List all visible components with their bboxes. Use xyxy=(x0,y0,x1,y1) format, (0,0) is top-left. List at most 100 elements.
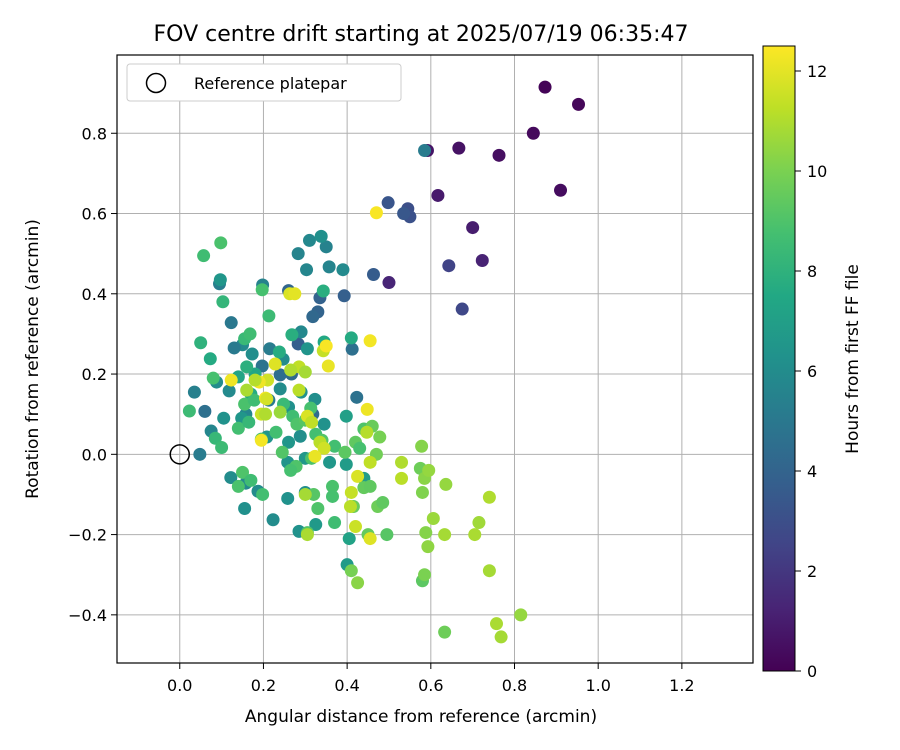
data-point xyxy=(526,126,540,140)
y-axis-ticks: −0.4 −0.2 0.0 0.2 0.4 0.6 0.8 xyxy=(68,124,117,625)
data-point xyxy=(259,407,273,421)
data-point xyxy=(245,347,259,361)
data-point xyxy=(395,471,409,485)
data-point xyxy=(197,249,211,263)
data-point xyxy=(344,564,358,578)
data-point xyxy=(395,455,409,469)
data-point xyxy=(319,240,333,254)
data-point xyxy=(206,371,220,385)
data-point xyxy=(288,287,302,301)
data-point xyxy=(208,431,222,445)
data-point xyxy=(316,284,330,298)
data-point xyxy=(282,435,296,449)
data-point xyxy=(247,393,261,407)
data-point xyxy=(203,352,217,366)
data-point xyxy=(325,489,339,503)
data-point xyxy=(281,491,295,505)
data-point xyxy=(350,390,364,404)
data-point xyxy=(343,499,357,513)
data-point xyxy=(418,568,432,582)
data-point xyxy=(336,263,350,277)
data-point xyxy=(381,196,395,210)
data-point xyxy=(256,487,270,501)
data-point xyxy=(438,528,452,542)
colorbar-gradient xyxy=(762,45,796,672)
data-point xyxy=(198,404,212,418)
data-point xyxy=(231,479,245,493)
data-point xyxy=(373,430,387,444)
data-point xyxy=(455,302,469,316)
data-point xyxy=(213,273,227,287)
data-point xyxy=(472,516,486,530)
data-point xyxy=(317,441,331,455)
data-point xyxy=(300,342,314,356)
data-point xyxy=(238,501,252,515)
data-point xyxy=(269,425,283,439)
data-point xyxy=(418,144,432,158)
x-axis-ticks: 0.0 0.2 0.4 0.6 0.8 1.0 1.2 xyxy=(167,663,695,695)
y-tick-label: −0.2 xyxy=(68,526,107,545)
data-point xyxy=(421,540,435,554)
y-tick-label: 0.2 xyxy=(82,365,107,384)
data-point xyxy=(291,247,305,261)
colorbar-label: Hours from first FF file xyxy=(843,264,863,454)
data-point xyxy=(369,206,383,220)
y-tick-label: 0.8 xyxy=(82,124,107,143)
grid-lines xyxy=(117,55,753,663)
legend-box xyxy=(126,63,402,102)
data-point xyxy=(419,526,433,540)
data-point xyxy=(415,485,429,499)
data-point xyxy=(309,518,323,532)
data-point xyxy=(397,207,411,221)
data-point xyxy=(298,487,312,501)
data-point xyxy=(240,383,254,397)
data-point xyxy=(236,465,250,479)
data-point xyxy=(438,625,452,639)
colorbar-tick-label: 4 xyxy=(807,462,817,481)
data-point xyxy=(255,283,269,297)
data-point xyxy=(227,341,241,355)
legend-marker xyxy=(145,72,167,94)
data-point xyxy=(538,80,552,94)
data-point xyxy=(224,471,238,485)
data-point xyxy=(466,221,480,235)
data-point xyxy=(317,417,331,431)
data-point xyxy=(243,327,257,341)
data-point xyxy=(482,564,496,578)
data-point xyxy=(422,463,436,477)
data-point xyxy=(224,316,238,330)
data-point xyxy=(284,463,298,477)
colorbar: 0 2 4 6 8 10 12 Hours from first FF file xyxy=(762,45,863,681)
data-point xyxy=(337,289,351,303)
data-point xyxy=(452,141,466,155)
data-point xyxy=(572,97,586,111)
reference-point xyxy=(169,444,191,465)
data-point xyxy=(322,260,336,274)
colorbar-tick-label: 10 xyxy=(807,162,827,181)
data-point xyxy=(305,415,319,429)
data-point xyxy=(382,276,396,290)
data-point xyxy=(293,429,307,443)
legend: Reference platepar xyxy=(126,63,402,102)
data-point xyxy=(193,447,207,461)
data-point xyxy=(284,363,298,377)
y-tick-label: 0.4 xyxy=(82,285,107,304)
data-point xyxy=(439,477,453,491)
data-point xyxy=(380,528,394,542)
data-point xyxy=(285,328,299,342)
data-point xyxy=(345,342,359,356)
data-point xyxy=(217,411,231,425)
data-point xyxy=(273,405,287,419)
x-tick-label: 1.0 xyxy=(585,676,610,695)
data-point xyxy=(216,295,230,309)
data-point xyxy=(273,368,287,382)
data-point xyxy=(475,253,489,267)
data-point xyxy=(300,528,314,542)
data-point xyxy=(490,617,504,631)
data-point xyxy=(442,259,456,273)
data-point xyxy=(353,441,367,455)
data-point xyxy=(254,433,268,447)
data-point xyxy=(426,512,440,526)
data-point xyxy=(363,479,377,493)
